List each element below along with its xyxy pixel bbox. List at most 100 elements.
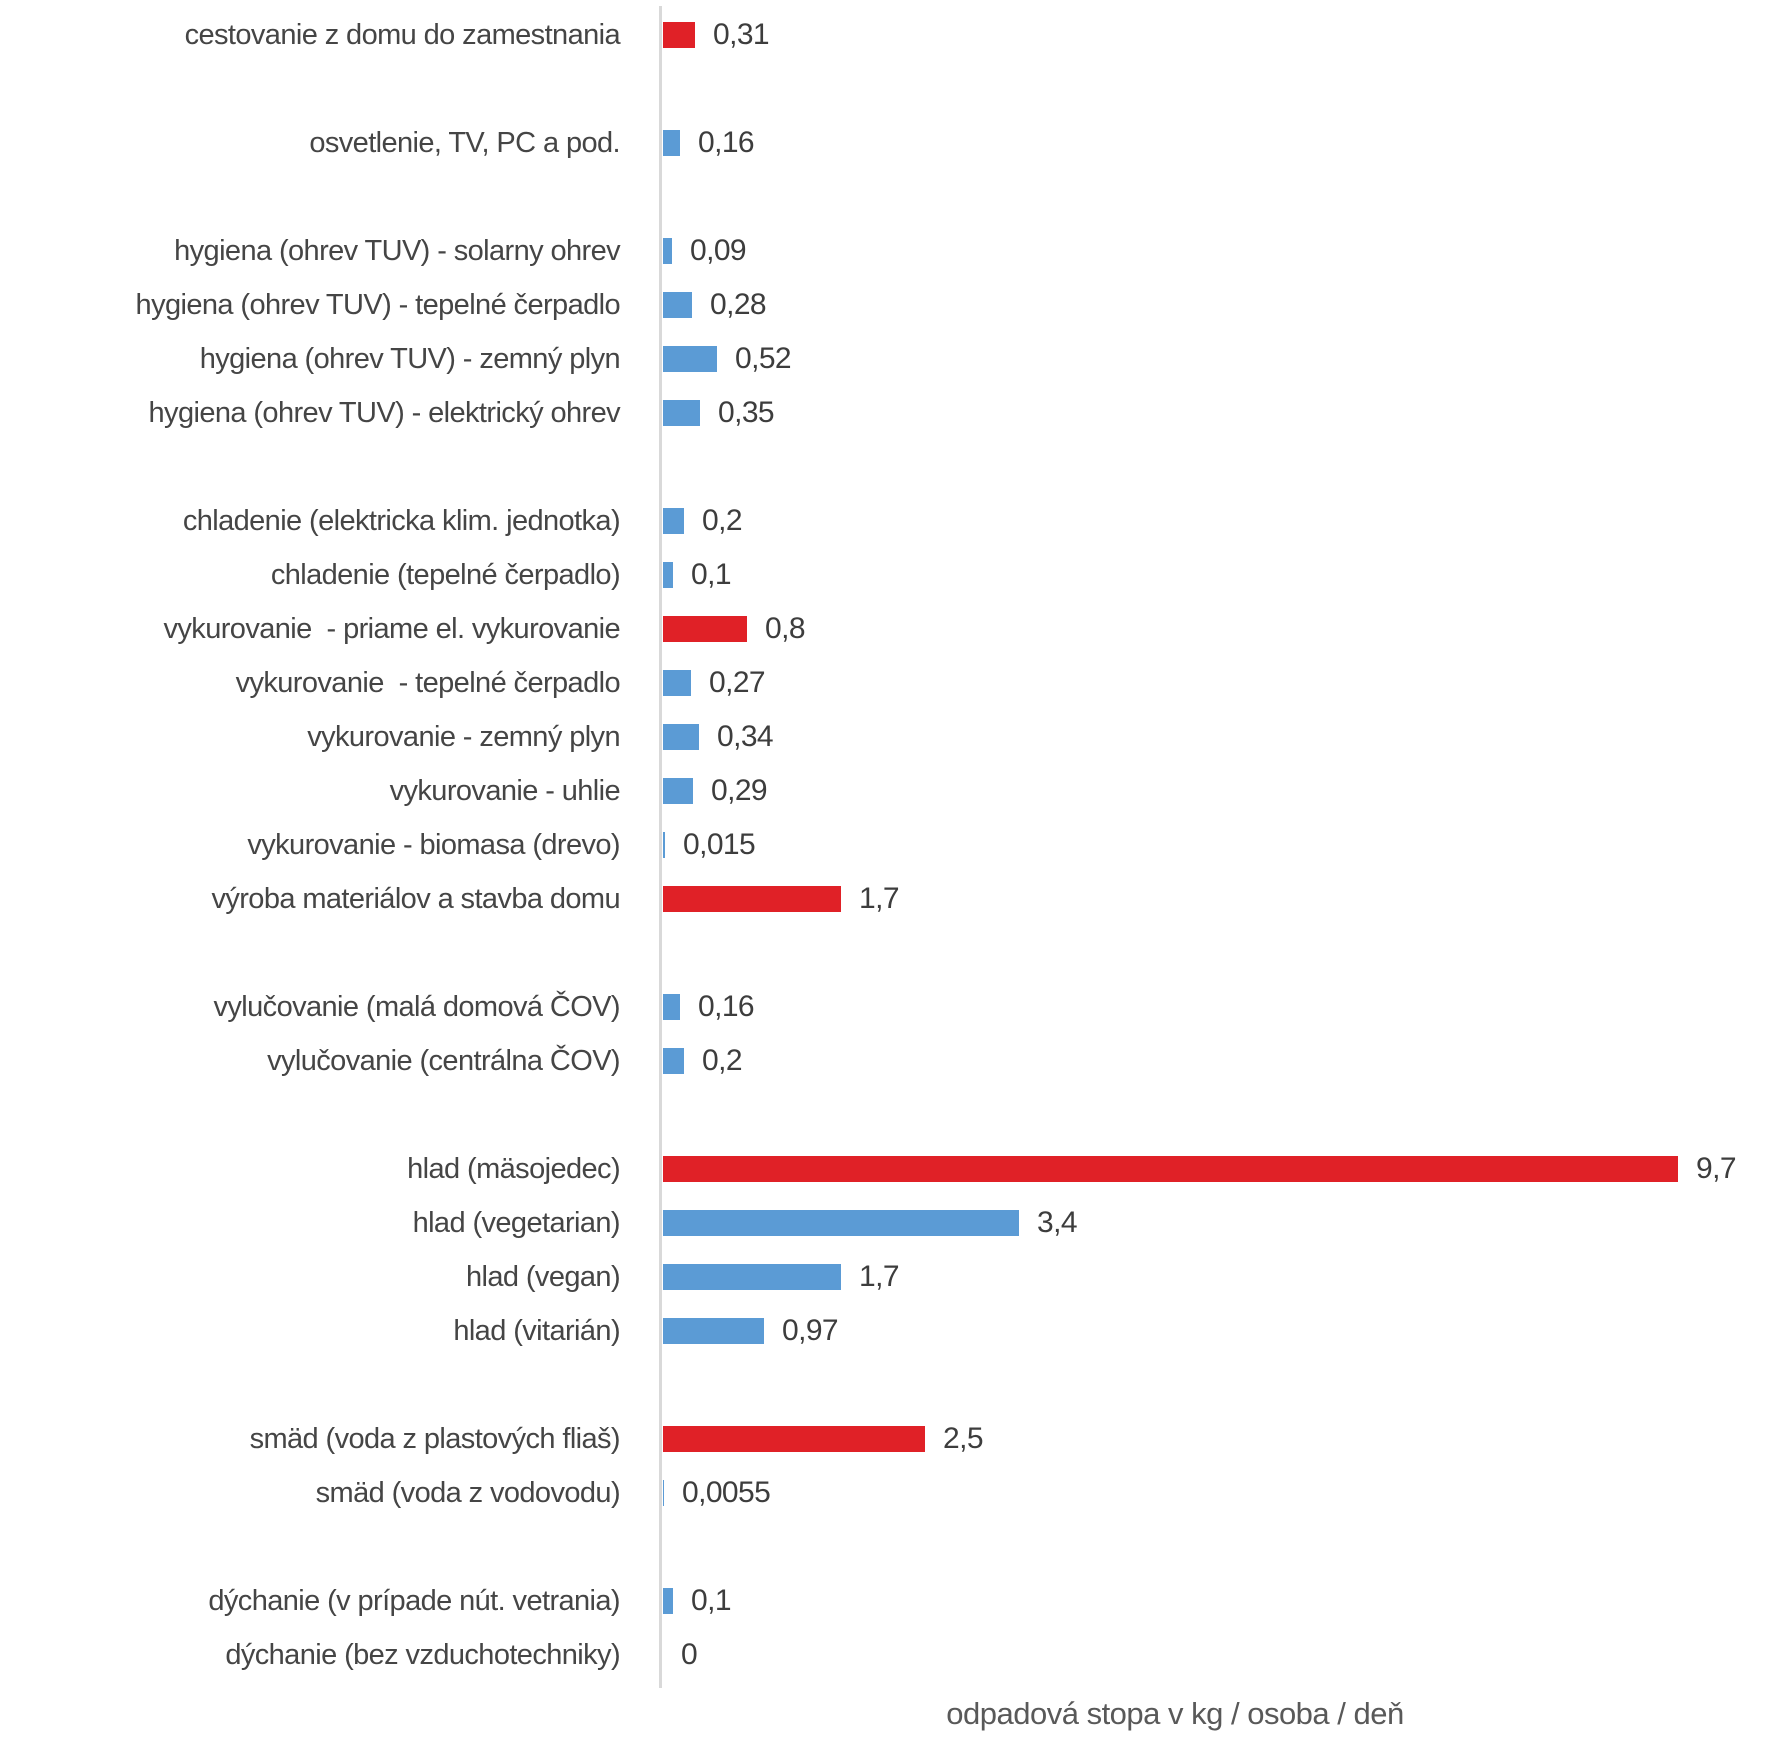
x-axis-title: odpadová stopa v kg / osoba / deň	[946, 1696, 1404, 1731]
chart-row: vykurovanie - biomasa (drevo) 0,015	[0, 818, 1787, 872]
value-label: 0,35	[718, 396, 775, 429]
category-axis-line	[659, 6, 662, 1688]
bar-zone: 0,2	[663, 1044, 743, 1078]
chart-row: hlad (vegetarian) 3,4	[0, 1196, 1787, 1250]
value-label: 0,97	[782, 1314, 839, 1347]
category-label: cestovanie z domu do zamestnania	[184, 18, 621, 51]
bar	[663, 886, 841, 912]
chart-row: smäd (voda z vodovodu) 0,0055	[0, 1466, 1787, 1520]
category-label: hlad (mäsojedec)	[407, 1152, 620, 1185]
value-label: 0,29	[711, 774, 768, 807]
chart-row: dýchanie (v prípade nút. vetrania) 0,1	[0, 1574, 1787, 1628]
category-label: smäd (voda z plastových fliaš)	[249, 1422, 621, 1455]
category-label: chladenie (elektricka klim. jednotka)	[182, 504, 621, 537]
category-label: chladenie (tepelné čerpadlo)	[270, 558, 621, 591]
bar	[663, 238, 672, 264]
bar-zone: 0,16	[663, 990, 755, 1024]
category-label: hlad (vegan)	[465, 1260, 621, 1293]
bar	[663, 562, 673, 588]
bar-zone: 0,8	[663, 612, 806, 646]
value-label: 0,015	[683, 828, 756, 861]
bar	[663, 1156, 1678, 1182]
bar	[663, 292, 692, 318]
bar-zone: 0,1	[663, 1584, 732, 1618]
chart-row: smäd (voda z plastových fliaš) 2,5	[0, 1412, 1787, 1466]
value-label: 3,4	[1037, 1206, 1078, 1239]
bar	[663, 346, 717, 372]
category-label: dýchanie (v prípade nút. vetrania)	[208, 1584, 620, 1617]
chart-row: vykurovanie - zemný plyn 0,34	[0, 710, 1787, 764]
category-label: hygiena (ohrev TUV) - elektrický ohrev	[148, 396, 621, 429]
value-label: 0,52	[735, 342, 792, 375]
chart-row: vykurovanie - tepelné čerpadlo 0,27	[0, 656, 1787, 710]
category-label: smäd (voda z vodovodu)	[315, 1476, 621, 1509]
value-label: 0,2	[702, 1044, 743, 1077]
category-label: hlad (vegetarian)	[412, 1206, 621, 1239]
value-label: 0,28	[710, 288, 767, 321]
bar-zone: 0,16	[663, 126, 755, 160]
bar	[663, 508, 684, 534]
bar	[663, 616, 747, 642]
chart-row: hlad (vitarián) 0,97	[0, 1304, 1787, 1358]
value-label: 0,8	[765, 612, 806, 645]
category-label: vylučovanie (malá domová ČOV)	[213, 990, 621, 1023]
chart-row: cestovanie z domu do zamestnania 0,31	[0, 8, 1787, 62]
bar	[663, 130, 680, 156]
value-label: 0,0055	[682, 1476, 771, 1509]
chart-row: hygiena (ohrev TUV) - solarny ohrev 0,09	[0, 224, 1787, 278]
value-label: 0,31	[713, 18, 770, 51]
value-label: 2,5	[943, 1422, 984, 1455]
bar-zone: 2,5	[663, 1422, 984, 1456]
chart-row: osvetlenie, TV, PC a pod. 0,16	[0, 116, 1787, 170]
chart-row: chladenie (tepelné čerpadlo) 0,1	[0, 548, 1787, 602]
category-label: dýchanie (bez vzduchotechniky)	[225, 1638, 620, 1671]
value-label: 0,16	[698, 990, 755, 1023]
bar	[663, 1588, 673, 1614]
bar	[663, 22, 695, 48]
chart-row: hygiena (ohrev TUV) - tepelné čerpadlo 0…	[0, 278, 1787, 332]
bar-zone: 0,2	[663, 504, 743, 538]
category-label: hygiena (ohrev TUV) - zemný plyn	[199, 342, 621, 375]
value-label: 0,1	[691, 558, 732, 591]
bar	[663, 1426, 925, 1452]
value-label: 0,16	[698, 126, 755, 159]
value-label: 0,09	[690, 234, 747, 267]
bar	[663, 1264, 841, 1290]
bar-zone: 3,4	[663, 1206, 1078, 1240]
value-label: 0,2	[702, 504, 743, 537]
chart-row: vykurovanie - priame el. vykurovanie 0,8	[0, 602, 1787, 656]
bar-zone: 1,7	[663, 1260, 900, 1294]
chart-row: vykurovanie - uhlie 0,29	[0, 764, 1787, 818]
bar-zone: 0,52	[663, 342, 792, 376]
group-spacer	[0, 926, 1787, 980]
value-label: 9,7	[1696, 1152, 1737, 1185]
bar-zone: 0,0055	[663, 1476, 771, 1510]
group-spacer	[0, 1358, 1787, 1412]
bar	[663, 400, 700, 426]
bar-zone: 0,34	[663, 720, 774, 754]
value-label: 0,27	[709, 666, 766, 699]
chart-row: vylučovanie (malá domová ČOV) 0,16	[0, 980, 1787, 1034]
category-label: vykurovanie - biomasa (drevo)	[247, 828, 620, 861]
group-spacer	[0, 1520, 1787, 1574]
group-spacer	[0, 1088, 1787, 1142]
bar-zone: 0,97	[663, 1314, 839, 1348]
bar	[663, 1318, 764, 1344]
value-label: 0,34	[717, 720, 774, 753]
bar-zone: 9,7	[663, 1152, 1737, 1186]
value-label: 0	[681, 1638, 698, 1671]
category-label: hlad (vitarián)	[453, 1314, 620, 1347]
bar-zone: 0,09	[663, 234, 747, 268]
bar-zone: 0,35	[663, 396, 775, 430]
bar	[663, 994, 680, 1020]
waste-footprint-bar-chart: cestovanie z domu do zamestnania 0,31 os…	[0, 6, 1787, 1731]
chart-row: vylučovanie (centrálna ČOV) 0,2	[0, 1034, 1787, 1088]
bar	[663, 1210, 1019, 1236]
chart-row: dýchanie (bez vzduchotechniky) 0	[0, 1628, 1787, 1682]
category-label: vykurovanie - zemný plyn	[307, 720, 620, 753]
chart-row: hygiena (ohrev TUV) - zemný plyn 0,52	[0, 332, 1787, 386]
bar-zone: 0	[663, 1638, 698, 1672]
bar	[663, 1048, 684, 1074]
category-label: hygiena (ohrev TUV) - solarny ohrev	[174, 234, 620, 267]
bar	[663, 724, 699, 750]
